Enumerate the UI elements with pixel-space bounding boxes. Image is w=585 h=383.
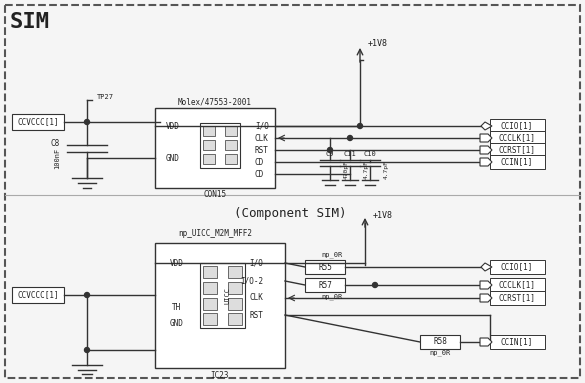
Bar bbox=[203, 298, 217, 310]
Text: CCRST[1]: CCRST[1] bbox=[498, 146, 535, 154]
Bar bbox=[490, 278, 545, 292]
Polygon shape bbox=[480, 134, 492, 142]
Circle shape bbox=[84, 347, 90, 352]
Text: CLK: CLK bbox=[249, 293, 263, 303]
Text: (Component SIM): (Component SIM) bbox=[234, 206, 346, 219]
Bar bbox=[203, 126, 215, 136]
Text: CCCLK[1]: CCCLK[1] bbox=[498, 280, 535, 290]
Text: CLK: CLK bbox=[255, 134, 269, 142]
Bar bbox=[203, 282, 217, 294]
Text: GND: GND bbox=[166, 154, 180, 162]
Text: SIM: SIM bbox=[10, 12, 50, 32]
Circle shape bbox=[357, 123, 363, 129]
Bar bbox=[490, 335, 545, 349]
Text: RST: RST bbox=[255, 146, 269, 154]
Text: CCIN[1]: CCIN[1] bbox=[501, 337, 533, 347]
Bar bbox=[155, 108, 275, 188]
Bar bbox=[155, 243, 285, 368]
Text: +1V8: +1V8 bbox=[373, 211, 393, 219]
Text: C8: C8 bbox=[51, 139, 60, 147]
Bar bbox=[305, 260, 345, 274]
Text: VDD: VDD bbox=[170, 259, 184, 267]
Polygon shape bbox=[480, 294, 492, 302]
Circle shape bbox=[373, 283, 377, 288]
Polygon shape bbox=[481, 263, 492, 271]
Bar bbox=[203, 266, 217, 278]
Text: CD: CD bbox=[255, 170, 264, 178]
Bar bbox=[490, 131, 545, 145]
Text: C11: C11 bbox=[343, 151, 356, 157]
Bar bbox=[228, 313, 242, 325]
Bar bbox=[225, 154, 237, 164]
Text: 470pF: 470pF bbox=[344, 160, 349, 179]
Bar bbox=[420, 335, 460, 349]
Text: I/O-2: I/O-2 bbox=[240, 277, 263, 285]
Text: +1V8: +1V8 bbox=[368, 39, 388, 47]
Text: np_0R: np_0R bbox=[321, 252, 343, 258]
Bar bbox=[200, 123, 240, 168]
Text: Molex/47553-2001: Molex/47553-2001 bbox=[178, 98, 252, 106]
Text: CD: CD bbox=[255, 157, 264, 167]
Text: R55: R55 bbox=[318, 262, 332, 272]
Bar bbox=[203, 140, 215, 150]
Text: R57: R57 bbox=[318, 280, 332, 290]
Text: np_0R: np_0R bbox=[321, 294, 343, 300]
Polygon shape bbox=[481, 122, 492, 130]
Bar bbox=[225, 140, 237, 150]
Circle shape bbox=[347, 136, 353, 141]
Circle shape bbox=[84, 119, 90, 124]
Bar bbox=[12, 287, 64, 303]
Text: CCIN[1]: CCIN[1] bbox=[501, 157, 533, 167]
Bar bbox=[200, 263, 245, 328]
Text: CCVCCC[1]: CCVCCC[1] bbox=[17, 290, 59, 300]
Text: CCVCCC[1]: CCVCCC[1] bbox=[17, 118, 59, 126]
Text: CCIO[1]: CCIO[1] bbox=[501, 121, 533, 131]
Bar bbox=[225, 126, 237, 136]
Polygon shape bbox=[480, 146, 492, 154]
Polygon shape bbox=[480, 338, 492, 346]
Text: I/O: I/O bbox=[249, 259, 263, 267]
Text: GND: GND bbox=[170, 319, 184, 327]
Bar bbox=[228, 282, 242, 294]
Text: UICC: UICC bbox=[225, 287, 230, 304]
Text: VDD: VDD bbox=[166, 121, 180, 131]
Bar bbox=[490, 143, 545, 157]
Bar bbox=[228, 298, 242, 310]
Text: I/O: I/O bbox=[255, 121, 269, 131]
Text: RST: RST bbox=[249, 311, 263, 319]
Polygon shape bbox=[480, 158, 492, 166]
Text: 4.7pF: 4.7pF bbox=[364, 160, 369, 179]
Bar bbox=[203, 313, 217, 325]
Text: C10: C10 bbox=[364, 151, 376, 157]
Bar bbox=[228, 266, 242, 278]
Text: R58: R58 bbox=[433, 337, 447, 347]
Text: np_0R: np_0R bbox=[429, 350, 450, 356]
Text: CCCLK[1]: CCCLK[1] bbox=[498, 134, 535, 142]
Bar bbox=[490, 291, 545, 305]
Bar bbox=[305, 278, 345, 292]
Circle shape bbox=[328, 147, 332, 152]
Text: CCIO[1]: CCIO[1] bbox=[501, 262, 533, 272]
Text: CON15: CON15 bbox=[204, 190, 226, 198]
Text: C9: C9 bbox=[326, 151, 334, 157]
Bar bbox=[12, 114, 64, 130]
Circle shape bbox=[84, 293, 90, 298]
Polygon shape bbox=[480, 281, 492, 289]
Text: 4.7pF: 4.7pF bbox=[384, 160, 389, 179]
Text: TH: TH bbox=[173, 303, 181, 313]
Text: IC23: IC23 bbox=[211, 372, 229, 380]
Text: np_UICC_M2M_MFF2: np_UICC_M2M_MFF2 bbox=[178, 229, 252, 237]
Bar bbox=[490, 155, 545, 169]
Text: CCRST[1]: CCRST[1] bbox=[498, 293, 535, 303]
Text: 100nF: 100nF bbox=[54, 147, 60, 169]
Text: TP27: TP27 bbox=[97, 94, 114, 100]
Bar bbox=[490, 260, 545, 274]
Bar bbox=[490, 119, 545, 133]
FancyBboxPatch shape bbox=[5, 5, 580, 378]
Bar bbox=[203, 154, 215, 164]
